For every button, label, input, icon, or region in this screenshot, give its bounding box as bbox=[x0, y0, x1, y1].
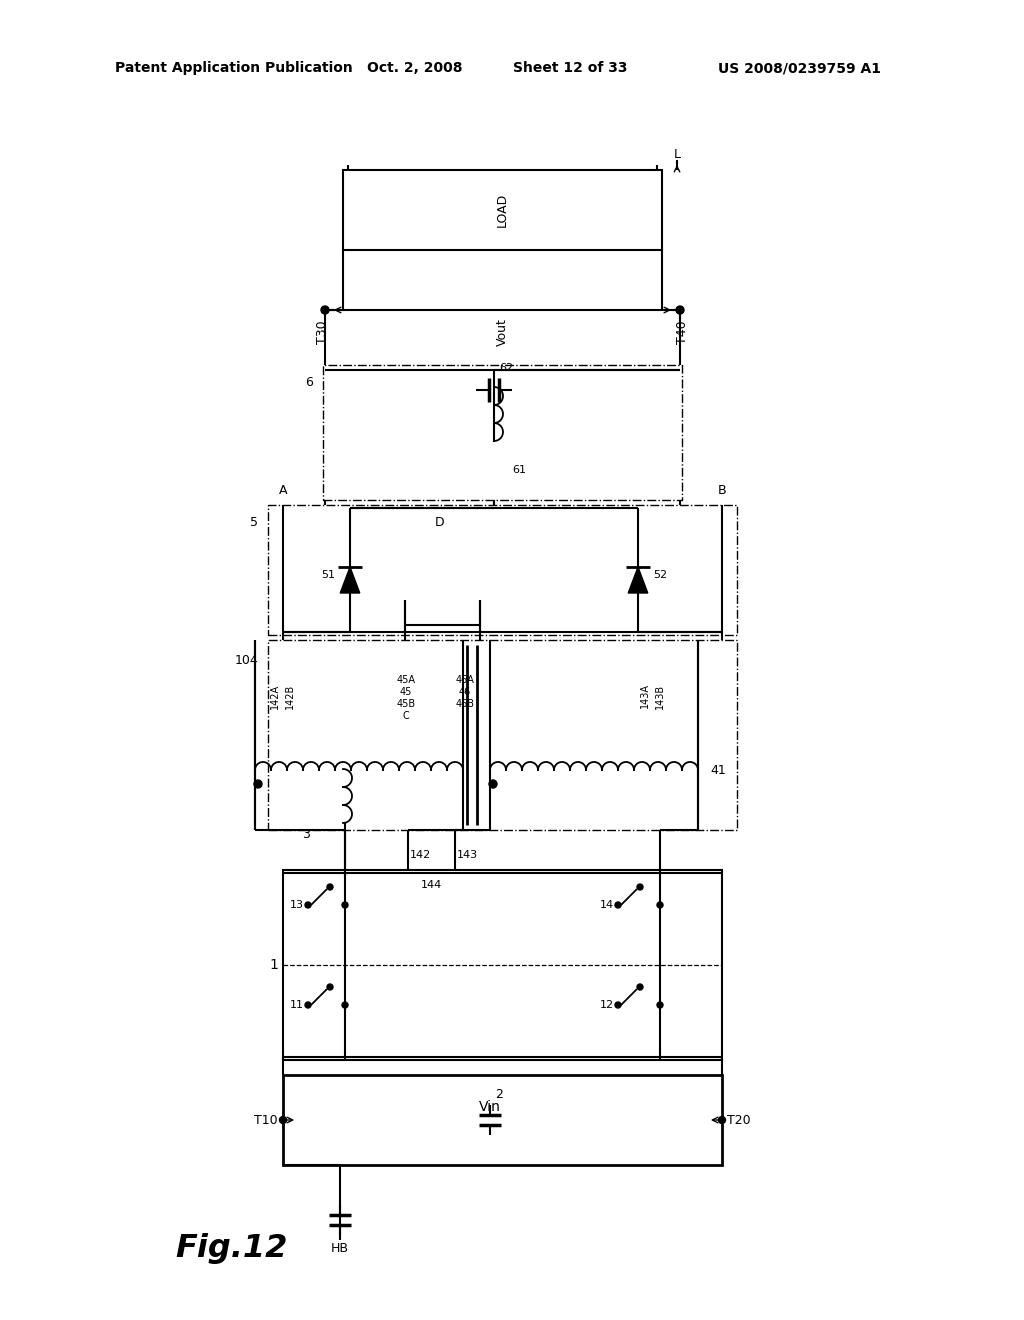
Circle shape bbox=[676, 306, 684, 314]
Text: 142B: 142B bbox=[285, 684, 295, 709]
Circle shape bbox=[342, 1002, 348, 1008]
Text: 45A: 45A bbox=[396, 675, 416, 685]
Bar bbox=[268, 506, 737, 635]
Circle shape bbox=[489, 780, 497, 788]
Text: Sheet 12 of 33: Sheet 12 of 33 bbox=[513, 61, 628, 75]
Text: Oct. 2, 2008: Oct. 2, 2008 bbox=[368, 61, 463, 75]
Circle shape bbox=[637, 884, 643, 890]
Text: 5: 5 bbox=[250, 516, 258, 529]
Circle shape bbox=[305, 1002, 311, 1008]
Text: 61: 61 bbox=[512, 465, 526, 475]
Circle shape bbox=[321, 306, 329, 314]
Text: LOAD: LOAD bbox=[496, 193, 509, 227]
Text: US 2008/0239759 A1: US 2008/0239759 A1 bbox=[719, 61, 882, 75]
Text: 142: 142 bbox=[410, 850, 431, 861]
Bar bbox=[283, 870, 722, 1060]
Bar bbox=[283, 1074, 722, 1166]
Text: Fig.12: Fig.12 bbox=[175, 1233, 288, 1263]
Circle shape bbox=[615, 902, 621, 908]
Bar bbox=[268, 640, 737, 830]
Text: T30: T30 bbox=[315, 321, 329, 343]
Text: 2: 2 bbox=[495, 1089, 503, 1101]
Circle shape bbox=[254, 780, 262, 788]
Text: 11: 11 bbox=[290, 1001, 304, 1010]
Circle shape bbox=[280, 1117, 287, 1123]
Text: 142A: 142A bbox=[270, 684, 280, 709]
Text: 3: 3 bbox=[302, 829, 310, 842]
Circle shape bbox=[657, 902, 663, 908]
Text: A: A bbox=[279, 483, 288, 496]
Text: Vout: Vout bbox=[496, 318, 509, 346]
Text: 62: 62 bbox=[499, 363, 513, 374]
Text: 12: 12 bbox=[600, 1001, 614, 1010]
Polygon shape bbox=[340, 568, 359, 593]
Circle shape bbox=[637, 983, 643, 990]
Text: L: L bbox=[674, 149, 681, 161]
Bar bbox=[343, 170, 662, 249]
Text: 45B: 45B bbox=[396, 700, 416, 709]
Text: 14: 14 bbox=[600, 900, 614, 909]
Text: 143A: 143A bbox=[640, 684, 650, 709]
Circle shape bbox=[305, 902, 311, 908]
Text: 1: 1 bbox=[269, 958, 278, 972]
Text: HB: HB bbox=[331, 1242, 349, 1254]
Circle shape bbox=[342, 902, 348, 908]
Circle shape bbox=[719, 1117, 725, 1123]
Text: 41: 41 bbox=[710, 763, 726, 776]
Circle shape bbox=[327, 884, 333, 890]
Text: D: D bbox=[435, 516, 444, 529]
Text: 46A: 46A bbox=[456, 675, 474, 685]
Text: 13: 13 bbox=[290, 900, 304, 909]
Text: 52: 52 bbox=[653, 570, 667, 579]
Circle shape bbox=[657, 1002, 663, 1008]
Text: 45: 45 bbox=[399, 686, 413, 697]
Text: B: B bbox=[718, 483, 726, 496]
Text: 143: 143 bbox=[457, 850, 478, 861]
Text: 6: 6 bbox=[305, 376, 313, 389]
Text: 143B: 143B bbox=[655, 684, 665, 709]
Circle shape bbox=[327, 983, 333, 990]
Text: 104: 104 bbox=[234, 653, 258, 667]
Circle shape bbox=[615, 1002, 621, 1008]
Text: 46: 46 bbox=[459, 686, 471, 697]
Text: 144: 144 bbox=[421, 880, 441, 890]
Text: 46B: 46B bbox=[456, 700, 474, 709]
Text: T20: T20 bbox=[727, 1114, 751, 1126]
Text: Patent Application Publication: Patent Application Publication bbox=[115, 61, 352, 75]
Text: 51: 51 bbox=[321, 570, 335, 579]
Text: T40: T40 bbox=[677, 321, 689, 343]
Text: C: C bbox=[402, 711, 410, 721]
Bar bbox=[323, 366, 682, 500]
Polygon shape bbox=[629, 568, 648, 593]
Text: Vin: Vin bbox=[479, 1100, 501, 1114]
Text: T10: T10 bbox=[254, 1114, 278, 1126]
